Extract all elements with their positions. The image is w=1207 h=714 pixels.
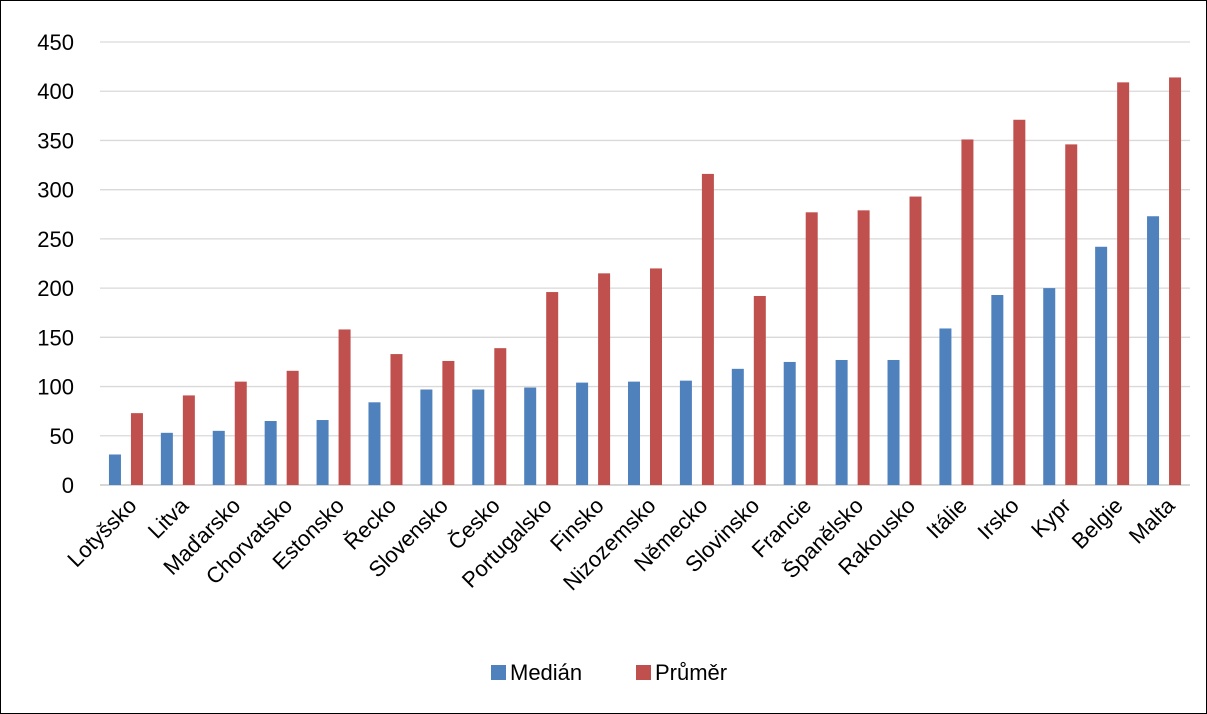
bar-mean [857,210,870,485]
bar-median [731,368,744,485]
bar-mean [442,360,455,485]
legend-swatch [491,665,506,680]
bar-mean [286,370,299,485]
bar-mean [130,413,143,485]
bar-mean [598,273,611,485]
bar-median [628,381,640,485]
y-tick-label: 0 [62,473,74,498]
bar-median [160,432,173,485]
y-tick-label: 400 [37,79,74,104]
x-tick-label: Lotyšsko [62,493,141,572]
bar-mean [1117,82,1130,486]
bar-median [939,328,952,485]
y-axis: 0 50 100 150 200 250 300 350 400 450 [37,30,74,498]
bar-median [316,420,329,485]
bar-mean [961,139,974,485]
x-tick-label: Belgie [1067,493,1128,554]
y-tick-label: 200 [37,276,74,301]
bar-median [368,402,381,485]
y-tick-label: 450 [37,30,74,55]
bar-median [1043,288,1056,485]
bar-median [108,454,121,485]
x-tick-label: Itálie [921,493,972,544]
bar-median [420,389,433,485]
bar-mean [182,395,195,485]
y-tick-label: 100 [37,375,74,400]
bar-mean [805,212,818,485]
bar-median [212,430,225,485]
y-tick-label: 350 [37,128,74,153]
legend-swatch [636,665,651,680]
gridlines [100,41,1190,486]
x-tick-label: Irsko [972,493,1023,544]
bar-mean [338,329,351,485]
bar-mean [701,173,714,485]
y-tick-label: 300 [37,178,74,203]
legend-label: Průměr [655,660,727,685]
bar-mean [650,268,662,485]
x-axis: Lotyšsko LitvaMaďarskoChorvatskoEstonskoŘ… [62,492,1180,595]
bar-median [264,421,277,485]
bar-median [1095,246,1108,485]
y-tick-label: 250 [37,227,74,252]
y-tick-label: 150 [37,325,74,350]
bar-median [679,380,692,485]
legend: Medián Průměr [491,660,727,685]
bar-mean [494,348,507,485]
bar-median [887,359,900,485]
bar-median [1147,216,1160,485]
y-tick-label: 50 [50,424,74,449]
bar-median [783,361,796,485]
bar-mean [909,196,922,485]
bars [108,77,1182,486]
bar-mean [753,295,766,485]
bar-mean [234,381,247,485]
bar-median [472,389,485,485]
legend-label: Medián [510,660,582,685]
bar-median [991,295,1004,485]
bar-mean [546,292,559,485]
bar-mean [1065,144,1078,486]
bar-mean [1169,77,1182,485]
bar-mean [1013,119,1026,485]
bar-median [524,387,537,485]
bar-mean [390,354,403,485]
bar-median [835,359,848,485]
bar-median [576,382,589,485]
x-tick-label: Malta [1124,492,1180,548]
